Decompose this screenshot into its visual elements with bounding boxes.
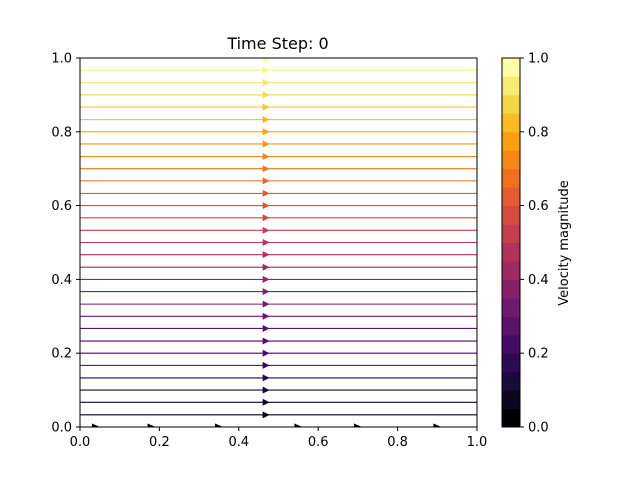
streamline-arrow xyxy=(262,91,270,99)
colorbar-level xyxy=(502,168,520,188)
streamline-arrows xyxy=(91,57,441,427)
streamline-arrow xyxy=(262,411,270,419)
streamline-arrow xyxy=(262,337,270,345)
colorbar-tick-label: 1.0 xyxy=(528,52,549,67)
colorbar-axis: 0.0 0.2 0.4 0.6 0.8 1.0 xyxy=(520,52,549,436)
x-tick-label: 0.8 xyxy=(387,435,408,450)
colorbar-tick-label: 0.0 xyxy=(528,421,549,436)
streamline-arrow xyxy=(262,79,270,87)
colorbar-level xyxy=(502,371,520,391)
streamline-arrow xyxy=(262,239,270,246)
colorbar-level xyxy=(502,224,520,243)
y-tick-label: 0.0 xyxy=(51,421,72,436)
colorbar-tick-label: 0.2 xyxy=(528,347,549,362)
colorbar-level xyxy=(502,279,520,299)
x-tick-label: 0.0 xyxy=(70,435,91,450)
colorbar-level xyxy=(502,297,520,317)
colorbar-level xyxy=(502,113,520,133)
y-tick-label: 0.6 xyxy=(51,199,72,214)
colorbar-level xyxy=(502,242,520,262)
colorbar-frame xyxy=(501,57,521,428)
colorbar-level xyxy=(502,94,520,114)
streamline-arrow xyxy=(262,263,270,271)
y-tick-label: 1.0 xyxy=(51,52,72,67)
colorbar xyxy=(502,58,520,428)
colorbar-tick-label: 0.4 xyxy=(528,273,549,288)
colorbar-tick-label: 0.6 xyxy=(528,199,549,214)
streamline-arrow xyxy=(262,349,270,357)
streamline-arrow xyxy=(262,324,270,332)
streamline-arrow xyxy=(262,398,270,406)
streamline-arrow xyxy=(262,361,270,369)
streamline-arrow xyxy=(262,386,270,394)
x-tick-label: 1.0 xyxy=(467,435,488,450)
streamline-arrow xyxy=(262,189,270,197)
streamline-arrow xyxy=(262,251,270,259)
streamline-arrow xyxy=(262,116,270,124)
streamline-arrow xyxy=(147,423,155,427)
colorbar-level xyxy=(502,353,520,373)
y-tick-label: 0.8 xyxy=(51,125,72,140)
streamline-arrow xyxy=(262,66,270,74)
colorbar-level xyxy=(502,390,520,410)
streamline-arrow xyxy=(353,423,361,427)
colorbar-level xyxy=(502,334,520,354)
streamline-arrow xyxy=(262,275,270,283)
streamline-arrow xyxy=(262,300,270,308)
x-axis: 0.0 0.2 0.4 0.6 0.8 1.0 xyxy=(70,427,488,450)
x-tick-label: 0.6 xyxy=(308,435,329,450)
colorbar-tick-label: 0.8 xyxy=(528,125,549,140)
streamline-arrow xyxy=(433,423,441,427)
y-tick-label: 0.2 xyxy=(51,347,72,362)
colorbar-level xyxy=(502,150,520,170)
streamline-arrow xyxy=(262,153,270,161)
streamline-arrow xyxy=(262,165,270,173)
streamline-arrow xyxy=(262,312,270,320)
streamline-arrow xyxy=(262,374,270,382)
streamline-arrow xyxy=(262,103,270,111)
streamline-arrow xyxy=(91,423,99,427)
streamline-arrow xyxy=(262,177,270,185)
plot-frame xyxy=(79,57,478,428)
colorbar-level xyxy=(502,408,520,428)
streamline-arrow xyxy=(262,214,270,222)
streamline-arrow xyxy=(214,423,222,427)
streamline-arrow xyxy=(262,128,270,136)
colorbar-level xyxy=(502,76,520,96)
streamline-arrow xyxy=(294,423,302,427)
colorbar-level xyxy=(502,131,520,151)
x-tick-label: 0.4 xyxy=(228,435,249,450)
chart-title: Time Step: 0 xyxy=(226,34,328,53)
colorbar-level xyxy=(502,260,520,280)
colorbar-level xyxy=(502,205,520,225)
streamline-arrow xyxy=(262,140,270,148)
streamline-arrow xyxy=(262,202,270,210)
colorbar-level xyxy=(502,187,520,207)
streamline-arrow xyxy=(262,288,270,296)
colorbar-level xyxy=(502,316,520,336)
streamlines xyxy=(80,57,477,428)
y-tick-label: 0.4 xyxy=(51,273,72,288)
colorbar-level xyxy=(502,58,520,77)
streamline-arrow xyxy=(262,226,270,234)
x-tick-label: 0.2 xyxy=(149,435,170,450)
colorbar-label: Velocity magnitude xyxy=(557,180,572,305)
y-axis: 0.0 0.2 0.4 0.6 0.8 1.0 xyxy=(51,52,80,436)
